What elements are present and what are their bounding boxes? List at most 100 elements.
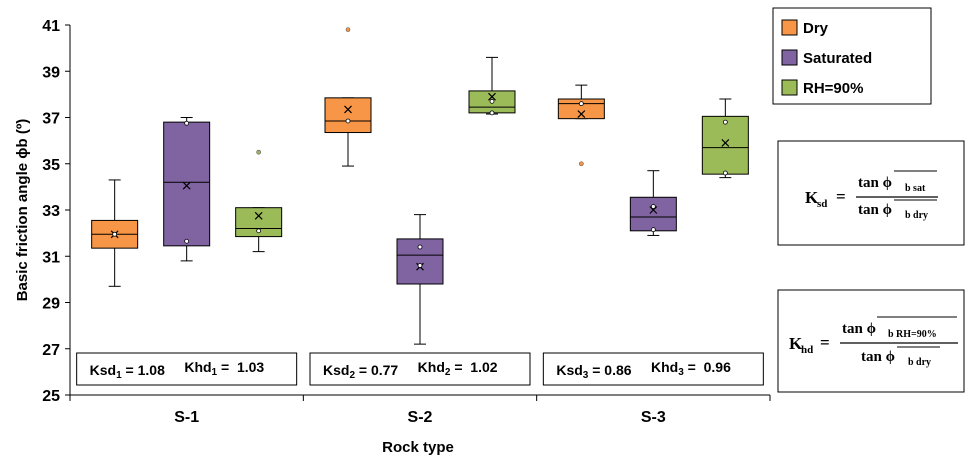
mean-marker <box>488 92 496 101</box>
coefficient-text: Ksd2 = 0.77 Khd2 = 1.02 <box>323 359 498 381</box>
data-point <box>417 244 423 250</box>
legend-swatch <box>781 49 798 66</box>
box-saturated-s-1 <box>163 117 211 262</box>
legend-frame <box>772 7 932 105</box>
legend-swatch <box>781 79 798 96</box>
coefficient-subscript: 1 <box>212 367 218 378</box>
box-saturated-s-2 <box>396 214 444 345</box>
coefficient-part: Ksd <box>323 362 349 378</box>
data-point <box>184 120 190 126</box>
coefficient-text: Ksd1 = 1.08 Khd1 = 1.03 <box>90 359 265 381</box>
y-tick-label: 25 <box>42 388 60 405</box>
formula-ksd-num: tan ϕ <box>858 175 892 191</box>
formula-khd-lhs-sub: hd <box>801 344 813 356</box>
outlier-point <box>345 27 351 32</box>
coefficient-part: = 1.08 <box>122 362 185 378</box>
data-point <box>489 98 495 104</box>
mean-marker <box>649 206 658 214</box>
data-point <box>650 227 656 233</box>
boxes <box>91 27 749 345</box>
coefficient-box-2: Ksd2 = 0.77 Khd2 = 1.02 <box>309 352 531 386</box>
coefficient-part: = 1.03 <box>217 359 264 375</box>
formula-ksd-frame <box>777 140 965 246</box>
x-ticks: S-1 S-2 S-3 <box>69 395 771 426</box>
mean-marker <box>721 139 730 147</box>
legend-label: Saturated <box>803 50 872 67</box>
data-point <box>650 204 656 209</box>
outlier-point <box>579 161 584 167</box>
formula-khd-den: tan ϕ <box>861 349 895 365</box>
legend-label: Dry <box>803 20 829 37</box>
coefficient-text: Ksd3 = 0.86 Khd3 = 0.96 <box>556 359 731 381</box>
box-dry-s-3 <box>557 84 605 167</box>
coefficient-subscript: 3 <box>678 367 684 378</box>
box-saturated-s-3 <box>629 170 677 236</box>
y-axis-label: Basic friction angle ϕb (º) <box>14 119 31 302</box>
box-rh-90--s-2 <box>468 56 516 116</box>
coefficient-part: = 0.96 <box>684 359 731 375</box>
data-point <box>184 238 190 244</box>
axes: Basic friction angle ϕb (º) Rock type <box>14 25 770 456</box>
data-point <box>722 170 728 176</box>
coefficient-subscript: 1 <box>116 370 122 381</box>
formula-ksd-lhs: K <box>805 188 819 207</box>
coefficient-part: = 0.86 <box>588 362 651 378</box>
coefficient-subscript: 2 <box>349 370 355 381</box>
legend: Dry Saturated RH=90% <box>772 7 932 105</box>
formula-ksd-lhs-sub: sd <box>817 198 827 210</box>
formula-ksd-eq: = <box>836 187 846 206</box>
coefficient-box-frame <box>76 352 298 386</box>
formula-khd: K hd = tan ϕ b RH=90% tan ϕ b dry <box>777 289 965 393</box>
data-point <box>112 231 118 237</box>
coefficient-part: Khd <box>184 359 211 375</box>
coefficient-part: Ksd <box>90 362 116 378</box>
data-point <box>578 101 584 107</box>
data-point <box>256 228 262 234</box>
box-iqr <box>629 196 677 232</box>
y-tick-label: 33 <box>42 203 60 220</box>
coefficient-box-3: Ksd3 = 0.86 Khd3 = 0.96 <box>542 352 764 386</box>
formula-khd-eq: = <box>820 333 830 352</box>
legend-label: RH=90% <box>803 80 863 97</box>
data-point <box>345 118 351 124</box>
coefficient-part: Khd <box>651 359 678 375</box>
y-tick-label: 27 <box>42 342 60 359</box>
box-iqr <box>701 115 749 175</box>
box-iqr <box>163 121 211 247</box>
formula-ksd-den: tan ϕ <box>858 202 892 218</box>
x-tick-label: S-3 <box>641 409 666 426</box>
y-tick-label: 41 <box>42 18 60 35</box>
box-iqr <box>324 97 372 134</box>
data-point <box>489 110 495 116</box>
y-tick-label: 29 <box>42 296 60 313</box>
formula-khd-den-sub: b dry <box>908 357 931 368</box>
x-tick-label: S-2 <box>408 409 433 426</box>
legend-swatch <box>781 19 798 36</box>
coefficient-subscript: 3 <box>583 370 589 381</box>
outlier-point <box>256 149 261 155</box>
formula-khd-num: tan ϕ <box>842 321 876 337</box>
coefficient-part: Ksd <box>556 362 582 378</box>
mean-marker <box>577 110 586 118</box>
mean-marker <box>254 211 263 220</box>
coefficient-boxes: Ksd1 = 1.08 Khd1 = 1.03 Ksd2 = 0.77 Khd2 … <box>76 352 764 386</box>
formula-ksd-den-sub: b dry <box>905 210 928 221</box>
x-axis-label: Rock type <box>382 439 454 456</box>
formula-ksd: K sd = tan ϕ b sat tan ϕ b dry <box>777 140 965 246</box>
formula-ksd-num-sub: b sat <box>905 183 926 194</box>
data-point <box>417 263 423 268</box>
box-rh-90--s-1 <box>235 149 283 253</box>
y-tick-label: 35 <box>42 157 60 174</box>
y-tick-label: 39 <box>42 64 60 81</box>
y-ticks: 25 27 29 31 33 35 37 39 41 <box>42 18 70 405</box>
formula-khd-lhs: K <box>789 334 803 353</box>
coefficient-box-frame <box>309 352 531 386</box>
box-dry-s-1 <box>91 179 139 287</box>
box-rh-90--s-3 <box>701 98 749 179</box>
data-point <box>722 119 728 125</box>
y-tick-label: 31 <box>42 249 60 266</box>
box-dry-s-2 <box>324 27 372 167</box>
coefficient-part: = 1.02 <box>450 359 497 375</box>
y-tick-label: 37 <box>42 111 60 128</box>
